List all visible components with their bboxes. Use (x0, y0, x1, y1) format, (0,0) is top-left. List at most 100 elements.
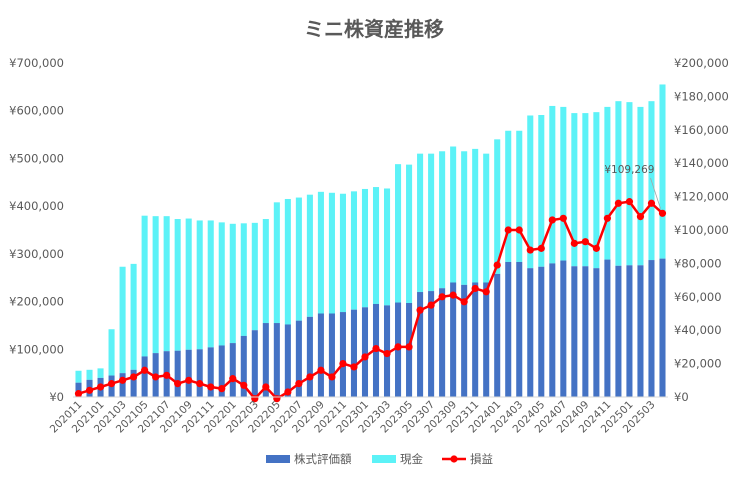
bar-stock-202204 (262, 323, 269, 397)
bar-cash-202109 (185, 218, 192, 350)
bar-cash-202104 (130, 263, 137, 370)
y-left-tick-label: ¥600,000 (9, 104, 64, 118)
y-right-tick-label: ¥0 (674, 390, 689, 404)
bar-cash-202305 (406, 164, 413, 304)
bar-stock-202405 (538, 266, 545, 397)
bar-cash-202209 (317, 191, 324, 314)
bar-cash-202207 (295, 197, 302, 321)
point-pnl-202209 (317, 366, 325, 374)
bar-stock-202011 (75, 382, 82, 397)
bar-cash-202108 (174, 219, 181, 351)
point-pnl-202402 (504, 226, 512, 234)
point-pnl-202311 (471, 284, 479, 293)
bars-layer (75, 84, 666, 397)
bar-cash-202107 (163, 216, 170, 352)
bar-cash-202405 (538, 115, 545, 267)
bar-stock-202311 (472, 282, 479, 397)
y-right-tick-label: ¥120,000 (674, 190, 729, 204)
bar-cash-202302 (372, 187, 380, 304)
y-left-tick-label: ¥100,000 (9, 342, 64, 356)
bar-cash-202412 (615, 101, 622, 266)
bar-cash-202310 (461, 151, 468, 285)
point-pnl-202502 (636, 213, 645, 221)
bar-stock-202212 (350, 309, 358, 397)
point-pnl-202104 (130, 373, 138, 381)
point-pnl-202407 (559, 214, 567, 222)
bar-stock-202412 (615, 265, 622, 397)
bar-stock-202111 (207, 347, 214, 397)
bar-stock-202206 (284, 324, 291, 397)
point-pnl-202312 (482, 288, 490, 296)
bar-cash-202204 (262, 219, 269, 324)
bar-stock-202103 (119, 373, 126, 397)
bar-stock-202307 (428, 291, 435, 397)
y-left-tick-label: ¥400,000 (9, 199, 64, 213)
y-right-tick-label: ¥200,000 (674, 56, 729, 70)
bar-stock-202205 (273, 323, 280, 397)
point-pnl-202110 (196, 380, 204, 388)
y-right-tick-label: ¥140,000 (674, 156, 729, 170)
bar-cash-202307 (428, 153, 435, 292)
point-pnl-202408 (570, 239, 578, 247)
point-pnl-202207 (295, 380, 303, 388)
y-right-tick-label: ¥60,000 (674, 290, 722, 304)
annotation-leader (650, 177, 661, 209)
y-axis-right: ¥0 ¥20,000 ¥40,000 ¥60,000 ¥80,000 ¥100,000 ¥1… (674, 56, 729, 404)
bar-stock-202211 (339, 312, 346, 397)
bar-cash-202203 (251, 222, 258, 331)
point-pnl-202011 (74, 390, 83, 398)
point-pnl-202208 (306, 373, 314, 381)
point-pnl-202108 (174, 380, 182, 388)
point-pnl-202406 (548, 216, 556, 224)
bar-cash-202206 (284, 198, 291, 325)
bar-stock-202306 (417, 292, 424, 397)
point-pnl-202107 (163, 371, 171, 379)
bar-cash-202504 (659, 84, 666, 259)
bar-stock-202504 (659, 258, 666, 397)
y-axis-left: ¥0 ¥100,000 ¥200,000 ¥300,000 ¥400,000 ¥500,0… (9, 56, 64, 404)
bar-stock-202105 (141, 356, 148, 397)
bar-cash-202502 (637, 106, 644, 266)
y-left-tick-label: ¥700,000 (9, 56, 64, 70)
point-pnl-202308 (438, 293, 446, 301)
bar-cash-202409 (582, 113, 589, 267)
bar-stock-202402 (505, 261, 512, 397)
point-pnl-202411 (603, 214, 611, 222)
bar-cash-202309 (450, 146, 457, 283)
point-pnl-202410 (592, 244, 600, 252)
point-pnl-202301 (361, 353, 369, 361)
bar-cash-202308 (439, 151, 446, 289)
bar-cash-202012 (86, 369, 93, 380)
y-left-tick-label: ¥0 (49, 390, 64, 404)
point-pnl-202302 (372, 344, 380, 353)
legend-item: 現金 (372, 452, 423, 466)
chart-title: ミニ株資産推移 (304, 17, 444, 41)
point-pnl-202202 (240, 381, 248, 389)
point-pnl-202403 (515, 226, 523, 234)
point-pnl-202101 (96, 383, 105, 391)
bar-cash-202106 (152, 216, 159, 354)
bar-cash-202110 (196, 220, 203, 350)
bar-cash-202312 (483, 153, 490, 283)
bar-cash-202103 (119, 266, 126, 374)
point-pnl-202309 (449, 291, 457, 299)
bar-stock-202309 (450, 282, 457, 397)
bar-stock-202207 (295, 320, 302, 397)
point-pnl-202409 (581, 238, 589, 246)
bar-stock-202409 (582, 266, 589, 397)
bar-cash-202102 (108, 329, 115, 376)
bar-cash-202112 (218, 222, 225, 346)
bar-stock-202104 (130, 369, 137, 397)
point-pnl-202109 (185, 376, 193, 384)
legend-label: 現金 (400, 452, 423, 466)
legend-item: 株式評価額 (266, 452, 352, 466)
bar-cash-202406 (549, 105, 556, 264)
bar-stock-202501 (626, 265, 633, 397)
point-pnl-202305 (405, 343, 413, 351)
bar-cash-202401 (494, 139, 501, 274)
point-pnl-202503 (647, 199, 656, 207)
bar-cash-202501 (626, 102, 633, 266)
annotation-label: ¥109,269 (604, 164, 654, 176)
